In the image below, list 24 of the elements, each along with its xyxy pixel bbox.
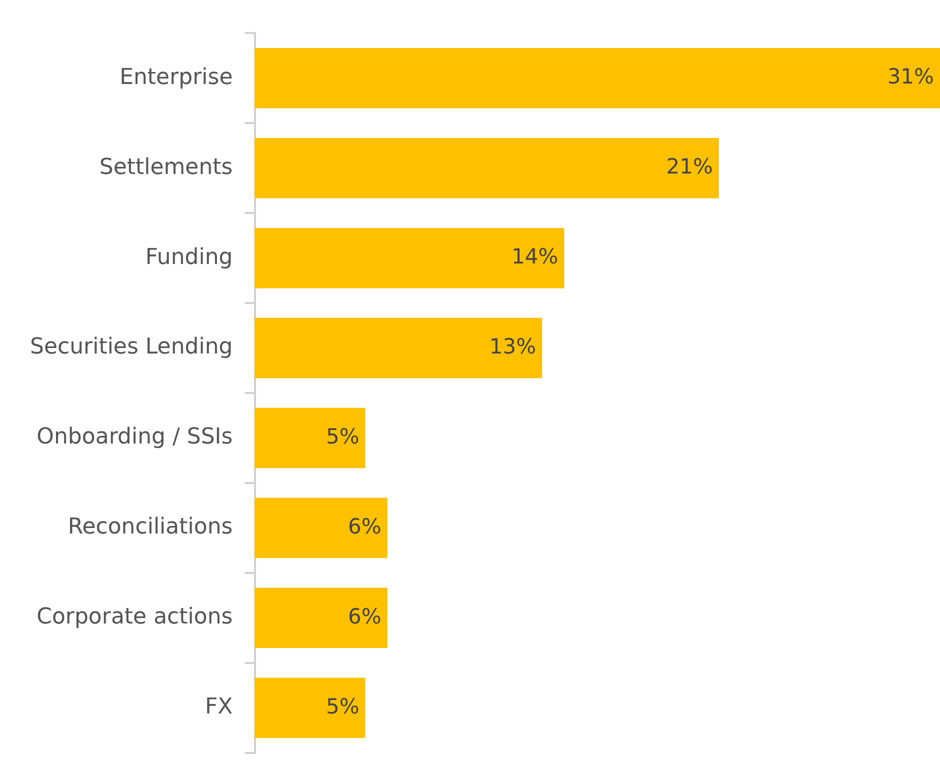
y-tick-label: Onboarding / SSIs xyxy=(36,424,233,450)
bar xyxy=(254,408,366,468)
bar xyxy=(254,138,719,198)
y-tick-label: Settlements xyxy=(99,154,233,180)
data-label: 21% xyxy=(666,154,713,179)
data-label: 31% xyxy=(887,64,934,89)
data-label: 6% xyxy=(348,604,382,628)
bar xyxy=(254,498,388,558)
y-tick-label: Corporate actions xyxy=(36,604,233,630)
bar xyxy=(254,48,940,108)
data-label: 5% xyxy=(326,694,360,718)
data-label: 6% xyxy=(348,514,382,538)
data-label: 13% xyxy=(489,334,536,358)
y-tick-label: Securities Lending xyxy=(30,334,233,360)
y-tick-label: Enterprise xyxy=(120,64,233,90)
bar xyxy=(254,678,366,738)
bar xyxy=(254,318,542,378)
data-label: 14% xyxy=(512,244,558,269)
bar xyxy=(254,588,388,648)
y-tick-label: Reconciliations xyxy=(68,514,233,540)
y-tick-label: Funding xyxy=(145,244,233,270)
bar xyxy=(254,228,564,288)
y-tick-label: FX xyxy=(205,694,233,720)
data-label: 5% xyxy=(326,424,360,448)
